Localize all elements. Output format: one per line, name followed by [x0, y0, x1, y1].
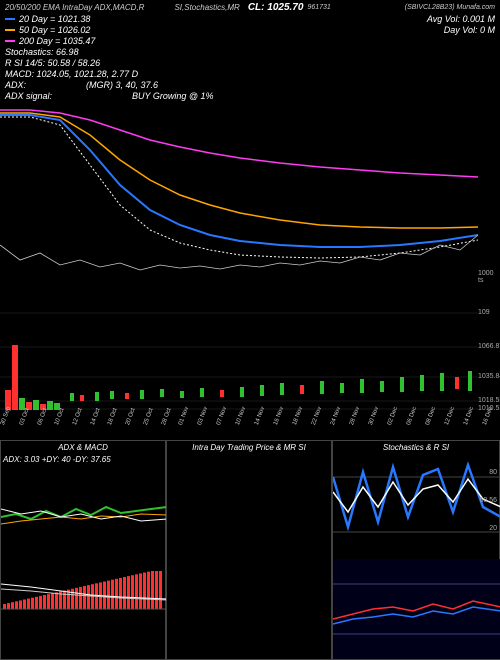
- candle: [95, 392, 99, 401]
- chart-header: 20/50/200 EMA IntraDay ADX,MACD,R SI,Sto…: [0, 0, 500, 104]
- adx-values: ADX: 3.03 +DY: 40 -DY: 37.65: [3, 455, 111, 464]
- stoch-label: Stochastics:: [5, 47, 54, 57]
- candle: [420, 375, 424, 391]
- candle: [80, 395, 84, 401]
- stoch-ytick: 20: [489, 525, 497, 532]
- macd-label: MACD:: [5, 69, 34, 79]
- ema200-label: 200 Day =: [19, 36, 60, 46]
- main-y-axis: 1000 ts: [478, 105, 500, 280]
- lower-panels: ADX & MACD ADX: 3.03 +DY: 40 -DY: 37.65 …: [0, 440, 500, 660]
- avgvol-value: 0.001 M: [462, 14, 495, 24]
- ema20-label: 20 Day =: [19, 14, 55, 24]
- candle: [360, 379, 364, 393]
- intra-title: Intra Day Trading Price & MR SI: [167, 441, 331, 454]
- candle: [260, 385, 264, 396]
- candle: [440, 373, 444, 391]
- intraday-panel: Intra Day Trading Price & MR SI: [166, 440, 332, 660]
- candle: [160, 389, 164, 397]
- candle: [200, 388, 204, 397]
- candle: [468, 371, 472, 391]
- ytick-main: 1000 ts: [478, 270, 500, 284]
- candle: [340, 383, 344, 393]
- adxsig-value: BUY Growing @ 1%: [132, 91, 214, 101]
- ytick-mid: 109: [478, 309, 490, 316]
- ema20-value: 1021.38: [58, 14, 91, 24]
- stoch-ytick: 60.56: [479, 497, 497, 504]
- date-axis: 30 Sep03 Oct06 Oct10 Oct12 Oct14 Oct18 O…: [0, 412, 478, 432]
- adx-title: ADX & MACD: [1, 441, 165, 454]
- ytick-mid: 1018.55: [478, 397, 500, 404]
- stoch-title: Stochastics & R SI: [333, 441, 499, 454]
- adxsig-label: ADX signal:: [5, 91, 52, 101]
- cl-label: CL:: [248, 2, 265, 13]
- dayvol-value: 0 M: [480, 25, 495, 35]
- rsi-value: 50.58 / 58.26: [48, 58, 101, 68]
- header-meta: 20/50/200 EMA IntraDay ADX,MACD,R: [5, 3, 144, 12]
- candle: [300, 385, 304, 394]
- ytick-mid: 1066.87: [478, 343, 500, 350]
- volume-candle-chart: [0, 305, 478, 410]
- candle: [125, 393, 129, 399]
- candle: [400, 377, 404, 392]
- candle: [280, 383, 284, 395]
- ema50-label: 50 Day =: [19, 25, 55, 35]
- ticker: 961731: [307, 4, 330, 11]
- volume-bar: [12, 345, 18, 410]
- ema200-value: 1035.47: [63, 36, 96, 46]
- candle: [70, 393, 74, 401]
- volume-bar: [33, 400, 39, 410]
- macd-value: 1024.05, 1021.28, 2.77 D: [37, 69, 139, 79]
- candle: [455, 377, 459, 389]
- candle: [240, 387, 244, 397]
- mid-y-axis: 1091066.871035.841018.551010.53: [478, 305, 500, 410]
- candle: [110, 391, 114, 399]
- stoch-value: 66.98: [56, 47, 79, 57]
- stochastics-panel: Stochastics & R SI 80 60.56 20: [332, 440, 500, 660]
- adx-value: (MGR) 3, 40, 37.6: [86, 80, 158, 90]
- header-meta2: SI,Stochastics,MR: [174, 3, 239, 12]
- ema50-value: 1026.02: [58, 25, 91, 35]
- dayvol-label: Day Vol:: [444, 25, 478, 35]
- main-ema-chart: [0, 105, 478, 280]
- ema200-swatch: [5, 40, 15, 42]
- candle: [180, 391, 184, 398]
- ema20-swatch: [5, 18, 15, 20]
- candle: [380, 381, 384, 392]
- cl-value: 1025.70: [267, 2, 303, 13]
- adx-label: ADX:: [5, 80, 26, 90]
- candle: [140, 390, 144, 399]
- candle: [220, 390, 224, 397]
- ytick-mid: 1035.84: [478, 373, 500, 380]
- ema50-swatch: [5, 29, 15, 31]
- source: (SBIVCL28B23) Munafa.com: [405, 4, 495, 11]
- adx-macd-panel: ADX & MACD ADX: 3.03 +DY: 40 -DY: 37.65: [0, 440, 166, 660]
- rsi-label: R SI 14/5:: [5, 58, 45, 68]
- candle: [320, 381, 324, 394]
- avgvol-label: Avg Vol:: [427, 14, 460, 24]
- stoch-ytick: 80: [489, 469, 497, 476]
